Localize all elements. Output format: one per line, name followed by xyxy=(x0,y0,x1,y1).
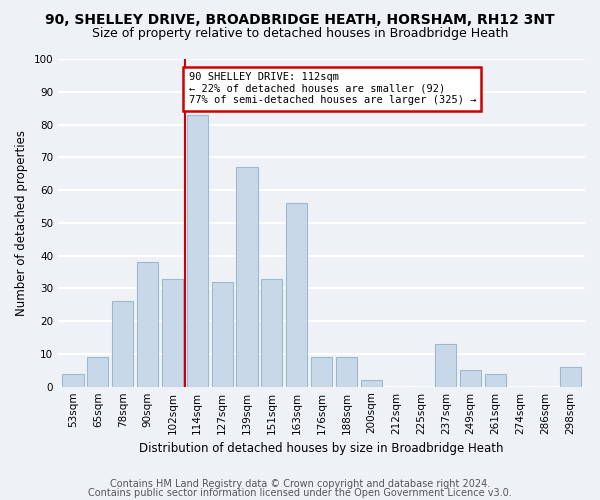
Bar xyxy=(112,302,133,386)
Bar xyxy=(286,203,307,386)
Bar xyxy=(560,367,581,386)
Bar xyxy=(336,357,357,386)
Bar xyxy=(485,374,506,386)
Bar xyxy=(212,282,233,387)
Y-axis label: Number of detached properties: Number of detached properties xyxy=(15,130,28,316)
Bar xyxy=(261,278,283,386)
Text: 90 SHELLEY DRIVE: 112sqm
← 22% of detached houses are smaller (92)
77% of semi-d: 90 SHELLEY DRIVE: 112sqm ← 22% of detach… xyxy=(188,72,476,106)
Text: Contains HM Land Registry data © Crown copyright and database right 2024.: Contains HM Land Registry data © Crown c… xyxy=(110,479,490,489)
Bar xyxy=(137,262,158,386)
Bar xyxy=(460,370,481,386)
Bar xyxy=(187,114,208,386)
X-axis label: Distribution of detached houses by size in Broadbridge Heath: Distribution of detached houses by size … xyxy=(139,442,504,455)
Bar xyxy=(162,278,183,386)
Bar xyxy=(435,344,457,387)
Text: 90, SHELLEY DRIVE, BROADBRIDGE HEATH, HORSHAM, RH12 3NT: 90, SHELLEY DRIVE, BROADBRIDGE HEATH, HO… xyxy=(45,12,555,26)
Text: Size of property relative to detached houses in Broadbridge Heath: Size of property relative to detached ho… xyxy=(92,28,508,40)
Bar xyxy=(311,357,332,386)
Text: Contains public sector information licensed under the Open Government Licence v3: Contains public sector information licen… xyxy=(88,488,512,498)
Bar xyxy=(87,357,109,386)
Bar xyxy=(361,380,382,386)
Bar xyxy=(236,167,257,386)
Bar xyxy=(62,374,83,386)
